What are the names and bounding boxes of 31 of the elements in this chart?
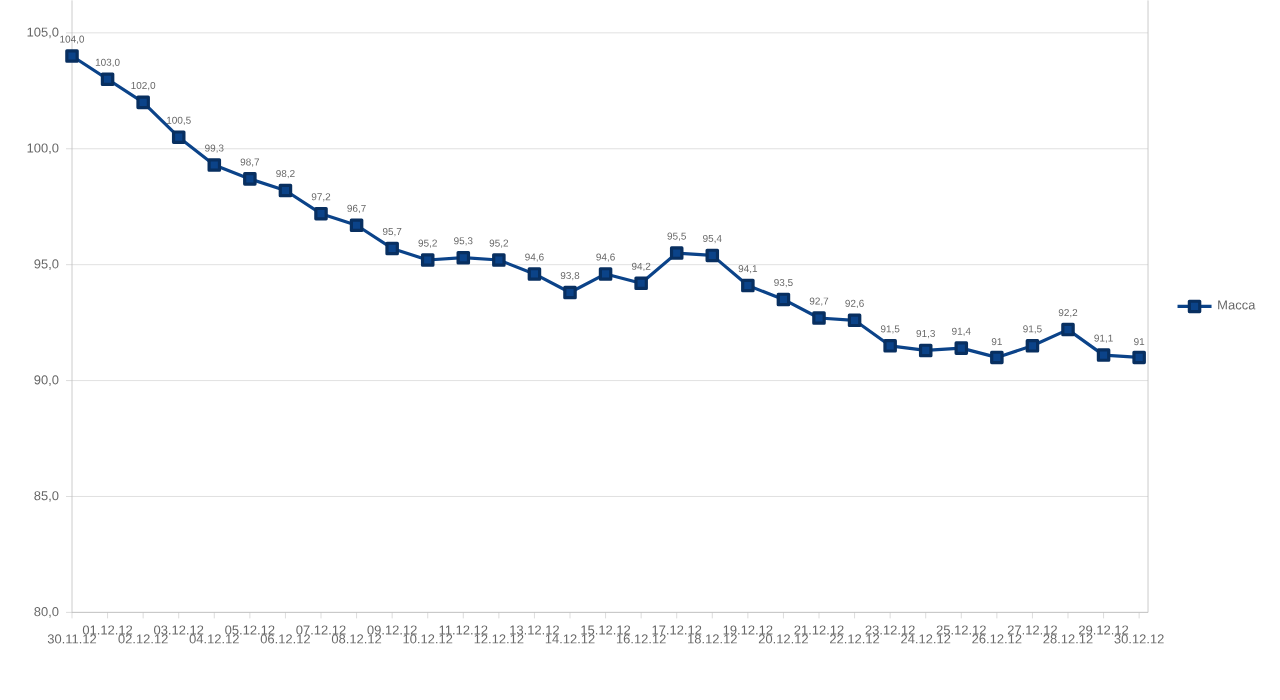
point: [243, 171, 257, 186]
point: [207, 158, 222, 172]
point: [136, 95, 150, 109]
point: [314, 206, 328, 221]
point: [883, 338, 897, 353]
point: [492, 253, 506, 267]
point: [171, 130, 186, 144]
point: [349, 218, 364, 232]
point: [65, 49, 79, 63]
point: [634, 276, 648, 290]
point: [598, 266, 613, 281]
point: [278, 183, 293, 198]
point: [990, 350, 1004, 364]
point: [563, 285, 577, 300]
point: [1096, 348, 1111, 362]
point: [741, 278, 755, 293]
point: [705, 248, 720, 262]
point: [918, 343, 933, 358]
point: [1025, 338, 1040, 353]
point: [385, 241, 399, 256]
point: [776, 292, 791, 307]
point: [812, 311, 826, 325]
point: [669, 246, 684, 260]
point: [527, 266, 542, 281]
point: [420, 253, 435, 267]
point: [456, 250, 471, 265]
point: [847, 313, 862, 327]
point: [954, 341, 969, 355]
point: [1132, 350, 1146, 364]
point: [1061, 322, 1075, 337]
point: [100, 72, 115, 86]
